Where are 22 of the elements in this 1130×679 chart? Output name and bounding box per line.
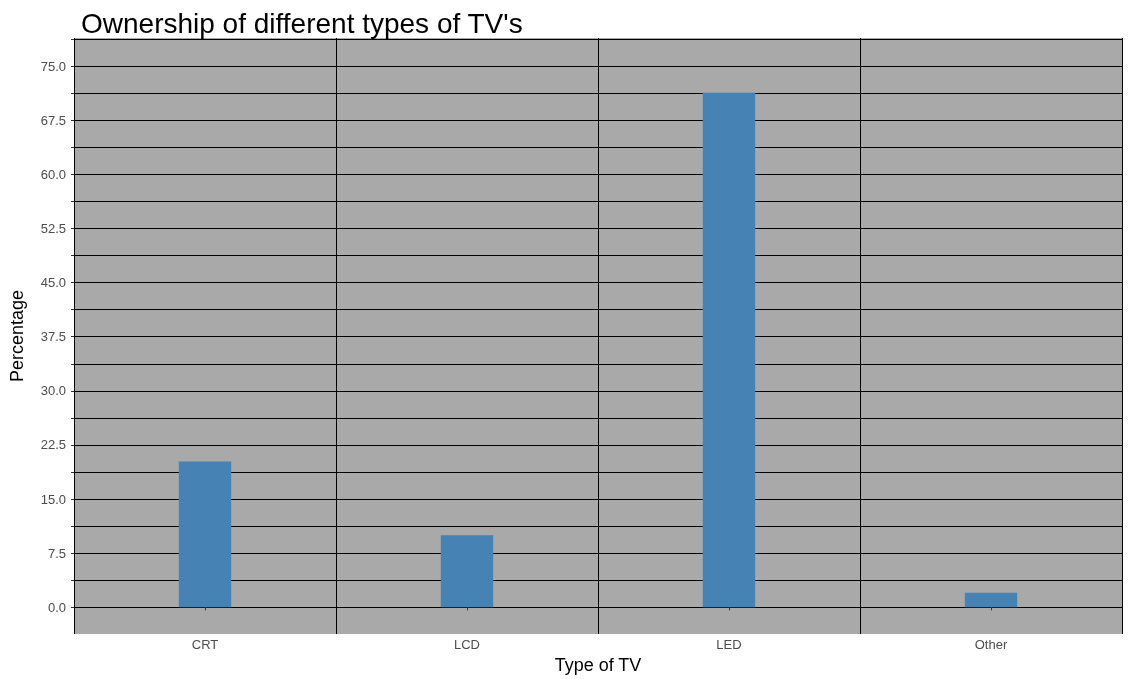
y-tick-label: 45.0 — [40, 275, 66, 291]
chart-title: Ownership of different types of TV's — [81, 7, 523, 39]
y-tick-label: 52.5 — [40, 220, 66, 236]
y-tick-label: 37.5 — [40, 329, 66, 345]
y-tick-label: 67.5 — [40, 112, 66, 128]
x-tick-label: LCD — [453, 637, 481, 652]
x-tick-label: Other — [974, 637, 1008, 652]
bar — [440, 535, 494, 608]
y-tick-label: 60.0 — [40, 166, 66, 182]
y-tick-label: 15.0 — [40, 491, 66, 507]
x-axis-title: Type of TV — [554, 655, 642, 675]
y-tick-label: 22.5 — [40, 437, 66, 453]
bar — [964, 592, 1018, 608]
y-tick-label: 30.0 — [40, 383, 66, 399]
bar — [702, 92, 756, 608]
y-tick-label: 7.5 — [47, 545, 66, 561]
y-tick-label: 0.0 — [47, 599, 66, 615]
x-tick-label: CRT — [191, 637, 219, 652]
x-tick-label: LED — [716, 637, 742, 652]
y-axis-title: Percentage — [7, 289, 27, 383]
y-tick-label: 75.0 — [40, 58, 66, 74]
bar — [178, 461, 232, 608]
